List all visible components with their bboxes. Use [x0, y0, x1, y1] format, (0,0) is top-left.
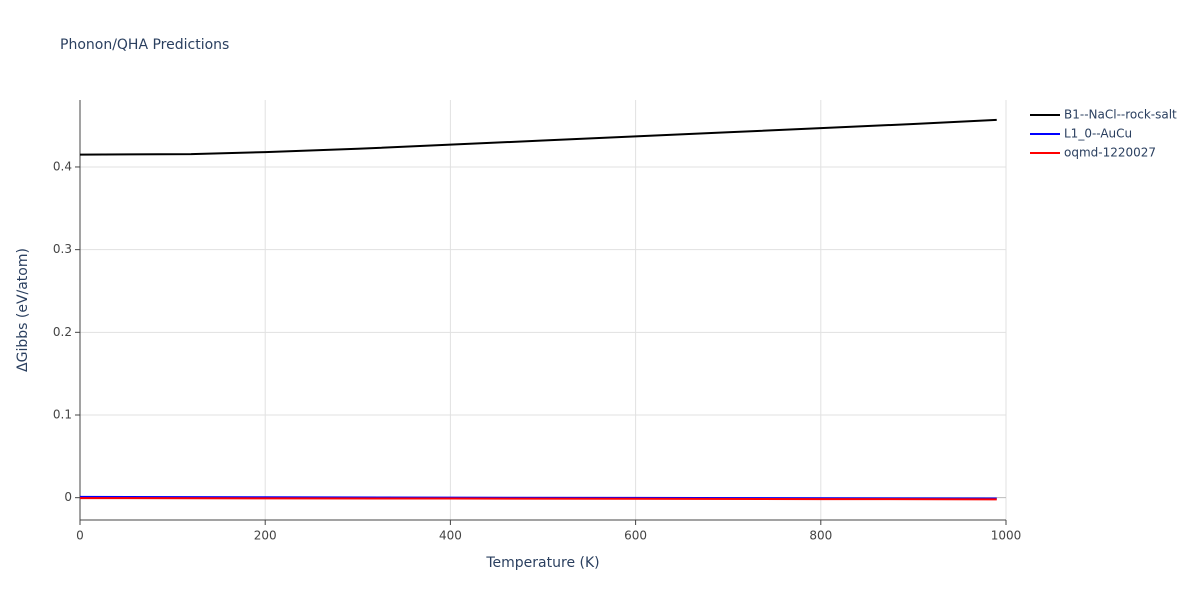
- x-tick-label: 400: [439, 529, 462, 543]
- line-series: [79, 497, 997, 501]
- legend-text: L1_0--AuCu: [1064, 127, 1132, 141]
- chart-title: Phonon/QHA Predictions: [60, 37, 229, 53]
- y-tick-label: 0.4: [53, 159, 72, 173]
- x-tick-label: 1000: [991, 529, 1022, 543]
- x-tick-label: 800: [809, 529, 832, 543]
- x-tick-label: 200: [254, 529, 277, 543]
- y-tick-label: 0: [64, 490, 72, 504]
- x-tick-label: 600: [624, 529, 647, 543]
- line-series: [79, 118, 997, 156]
- legend-text: oqmd-1220027: [1064, 146, 1156, 160]
- y-tick-label: 0.2: [53, 325, 72, 339]
- x-tick-label: 0: [76, 529, 84, 543]
- legend-text: B1--NaCl--rock-salt: [1064, 108, 1177, 122]
- y-tick-label: 0.1: [53, 408, 72, 422]
- x-axis-title: Temperature (K): [485, 555, 599, 571]
- y-axis-title: ΔGibbs (eV/atom): [15, 248, 31, 372]
- y-tick-label: 0.3: [53, 242, 72, 256]
